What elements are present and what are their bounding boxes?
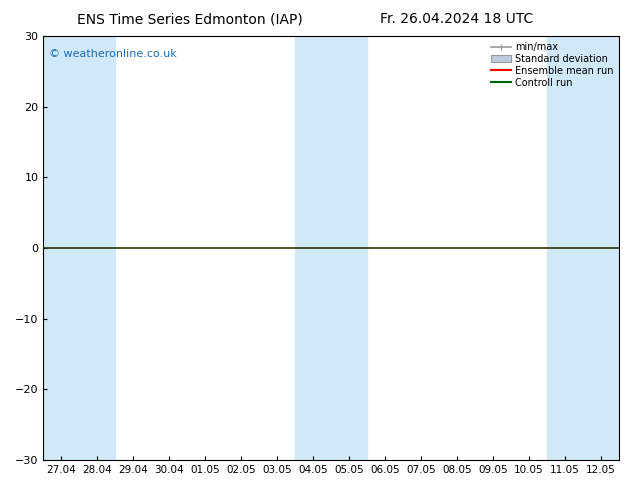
Bar	[43, 36, 115, 460]
Text: © weatheronline.co.uk: © weatheronline.co.uk	[49, 49, 177, 59]
Text: Fr. 26.04.2024 18 UTC: Fr. 26.04.2024 18 UTC	[380, 12, 533, 26]
Bar	[295, 36, 367, 460]
Text: ENS Time Series Edmonton (IAP): ENS Time Series Edmonton (IAP)	[77, 12, 303, 26]
Legend: min/max, Standard deviation, Ensemble mean run, Controll run: min/max, Standard deviation, Ensemble me…	[488, 39, 616, 91]
Bar	[547, 36, 619, 460]
